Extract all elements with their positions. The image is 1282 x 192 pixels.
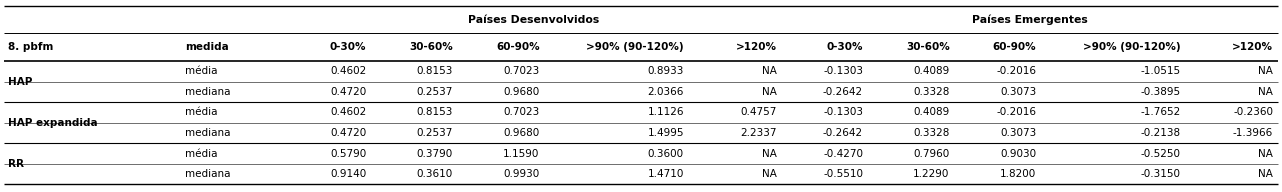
Text: 0.4089: 0.4089 (913, 66, 950, 76)
Text: -0.3895: -0.3895 (1141, 87, 1181, 97)
Text: -0.4270: -0.4270 (823, 149, 863, 159)
Text: -1.7652: -1.7652 (1141, 108, 1181, 118)
Text: -0.2138: -0.2138 (1141, 128, 1181, 138)
Text: 0.3790: 0.3790 (417, 149, 453, 159)
Text: 0.3328: 0.3328 (913, 128, 950, 138)
Text: 0-30%: 0-30% (329, 42, 367, 52)
Text: 0.7023: 0.7023 (504, 108, 540, 118)
Text: NA: NA (1258, 169, 1273, 179)
Text: 1.8200: 1.8200 (1000, 169, 1036, 179)
Text: >120%: >120% (1232, 42, 1273, 52)
Text: 0.4602: 0.4602 (331, 66, 367, 76)
Text: -0.2642: -0.2642 (823, 87, 863, 97)
Text: 0.4089: 0.4089 (913, 108, 950, 118)
Text: 0.4602: 0.4602 (331, 108, 367, 118)
Text: mediana: mediana (185, 169, 231, 179)
Text: -0.3150: -0.3150 (1141, 169, 1181, 179)
Text: HAP: HAP (8, 77, 32, 87)
Text: média: média (185, 149, 217, 159)
Text: 0.3073: 0.3073 (1000, 128, 1036, 138)
Text: NA: NA (762, 66, 777, 76)
Text: -1.3966: -1.3966 (1233, 128, 1273, 138)
Text: 0.4720: 0.4720 (331, 87, 367, 97)
Text: mediana: mediana (185, 128, 231, 138)
Text: NA: NA (1258, 66, 1273, 76)
Text: 0.3328: 0.3328 (913, 87, 950, 97)
Text: 0.2537: 0.2537 (417, 128, 453, 138)
Text: >90% (90-120%): >90% (90-120%) (586, 42, 685, 52)
Text: -0.5510: -0.5510 (823, 169, 863, 179)
Text: NA: NA (1258, 87, 1273, 97)
Text: 60-90%: 60-90% (992, 42, 1036, 52)
Text: 0.5790: 0.5790 (331, 149, 367, 159)
Text: >90% (90-120%): >90% (90-120%) (1083, 42, 1181, 52)
Text: 0.8933: 0.8933 (647, 66, 685, 76)
Text: -0.5250: -0.5250 (1141, 149, 1181, 159)
Text: 0.4720: 0.4720 (331, 128, 367, 138)
Text: 0.3600: 0.3600 (647, 149, 685, 159)
Text: NA: NA (762, 169, 777, 179)
Text: média: média (185, 108, 217, 118)
Text: RR: RR (8, 159, 23, 169)
Text: 0.4757: 0.4757 (740, 108, 777, 118)
Text: 30-60%: 30-60% (409, 42, 453, 52)
Text: 2.2337: 2.2337 (740, 128, 777, 138)
Text: -0.1303: -0.1303 (823, 108, 863, 118)
Text: 30-60%: 30-60% (906, 42, 950, 52)
Text: mediana: mediana (185, 87, 231, 97)
Text: >120%: >120% (736, 42, 777, 52)
Text: 0.9140: 0.9140 (331, 169, 367, 179)
Text: -0.1303: -0.1303 (823, 66, 863, 76)
Text: NA: NA (762, 149, 777, 159)
Text: NA: NA (1258, 149, 1273, 159)
Text: Países Emergentes: Países Emergentes (972, 14, 1087, 25)
Text: HAP expandida: HAP expandida (8, 118, 97, 128)
Text: 0.3073: 0.3073 (1000, 87, 1036, 97)
Text: 0.2537: 0.2537 (417, 87, 453, 97)
Text: -0.2016: -0.2016 (996, 108, 1036, 118)
Text: 1.1590: 1.1590 (504, 149, 540, 159)
Text: 60-90%: 60-90% (496, 42, 540, 52)
Text: 1.4995: 1.4995 (647, 128, 685, 138)
Text: 1.4710: 1.4710 (647, 169, 685, 179)
Text: 0.9680: 0.9680 (504, 87, 540, 97)
Text: 0-30%: 0-30% (827, 42, 863, 52)
Text: 0.7960: 0.7960 (913, 149, 950, 159)
Text: -0.2016: -0.2016 (996, 66, 1036, 76)
Text: NA: NA (762, 87, 777, 97)
Text: 2.0366: 2.0366 (647, 87, 685, 97)
Text: Países Desenvolvidos: Países Desenvolvidos (468, 15, 599, 25)
Text: 0.3610: 0.3610 (417, 169, 453, 179)
Text: 1.1126: 1.1126 (647, 108, 685, 118)
Text: -0.2642: -0.2642 (823, 128, 863, 138)
Text: -0.2360: -0.2360 (1233, 108, 1273, 118)
Text: 8. pbfm: 8. pbfm (8, 42, 53, 52)
Text: 0.7023: 0.7023 (504, 66, 540, 76)
Text: -1.0515: -1.0515 (1141, 66, 1181, 76)
Text: 1.2290: 1.2290 (913, 169, 950, 179)
Text: medida: medida (185, 42, 228, 52)
Text: 0.9030: 0.9030 (1000, 149, 1036, 159)
Text: 0.8153: 0.8153 (417, 66, 453, 76)
Text: média: média (185, 66, 217, 76)
Text: 0.8153: 0.8153 (417, 108, 453, 118)
Text: 0.9680: 0.9680 (504, 128, 540, 138)
Text: 0.9930: 0.9930 (504, 169, 540, 179)
